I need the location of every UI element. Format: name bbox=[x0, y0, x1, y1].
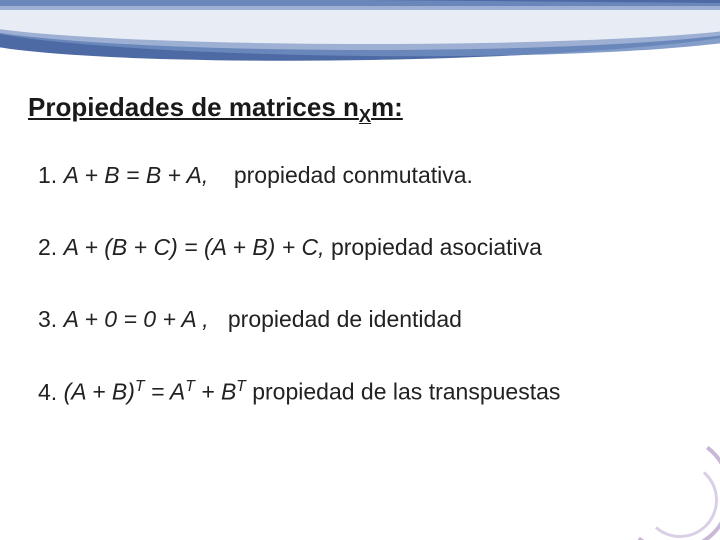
property-4-name: propiedad de las transpuestas bbox=[252, 379, 560, 405]
property-4-eq: = bbox=[144, 379, 169, 405]
property-4-rhs2-sup: T bbox=[236, 378, 246, 395]
property-4-plus: + bbox=[195, 379, 221, 405]
property-4: (A + B)T = AT + BT propiedad de las tran… bbox=[38, 377, 680, 408]
property-4-rhs1-base: A bbox=[170, 379, 185, 405]
title-suffix: m: bbox=[371, 92, 403, 122]
property-3-equation: A + 0 = 0 + A , bbox=[64, 306, 209, 332]
property-3: A + 0 = 0 + A , propiedad de identidad bbox=[38, 305, 680, 335]
content-area: Propiedades de matrices nXm: A + B = B +… bbox=[28, 92, 680, 449]
property-4-rhs2-base: B bbox=[221, 379, 236, 405]
slide: Propiedades de matrices nXm: A + B = B +… bbox=[0, 0, 720, 540]
corner-curl-decoration bbox=[622, 442, 720, 540]
property-4-rhs1-sup: T bbox=[185, 378, 195, 395]
property-1-name: propiedad conmutativa. bbox=[234, 162, 473, 188]
title-subscript: X bbox=[359, 106, 371, 126]
top-wave-decoration bbox=[0, 0, 720, 70]
property-4-lhs-base: (A + B) bbox=[64, 379, 135, 405]
property-1: A + B = B + A, propiedad conmutativa. bbox=[38, 161, 680, 191]
property-2: A + (B + C) = (A + B) + C, propiedad aso… bbox=[38, 233, 680, 263]
title-prefix: Propiedades de matrices n bbox=[28, 92, 359, 122]
page-title: Propiedades de matrices nXm: bbox=[28, 92, 680, 127]
property-2-equation: A + (B + C) = (A + B) + C, bbox=[64, 234, 325, 260]
property-1-equation: A + B = B + A, bbox=[64, 162, 209, 188]
properties-list: A + B = B + A, propiedad conmutativa. A … bbox=[28, 161, 680, 407]
property-3-name: propiedad de identidad bbox=[228, 306, 462, 332]
property-2-name: propiedad asociativa bbox=[331, 234, 542, 260]
